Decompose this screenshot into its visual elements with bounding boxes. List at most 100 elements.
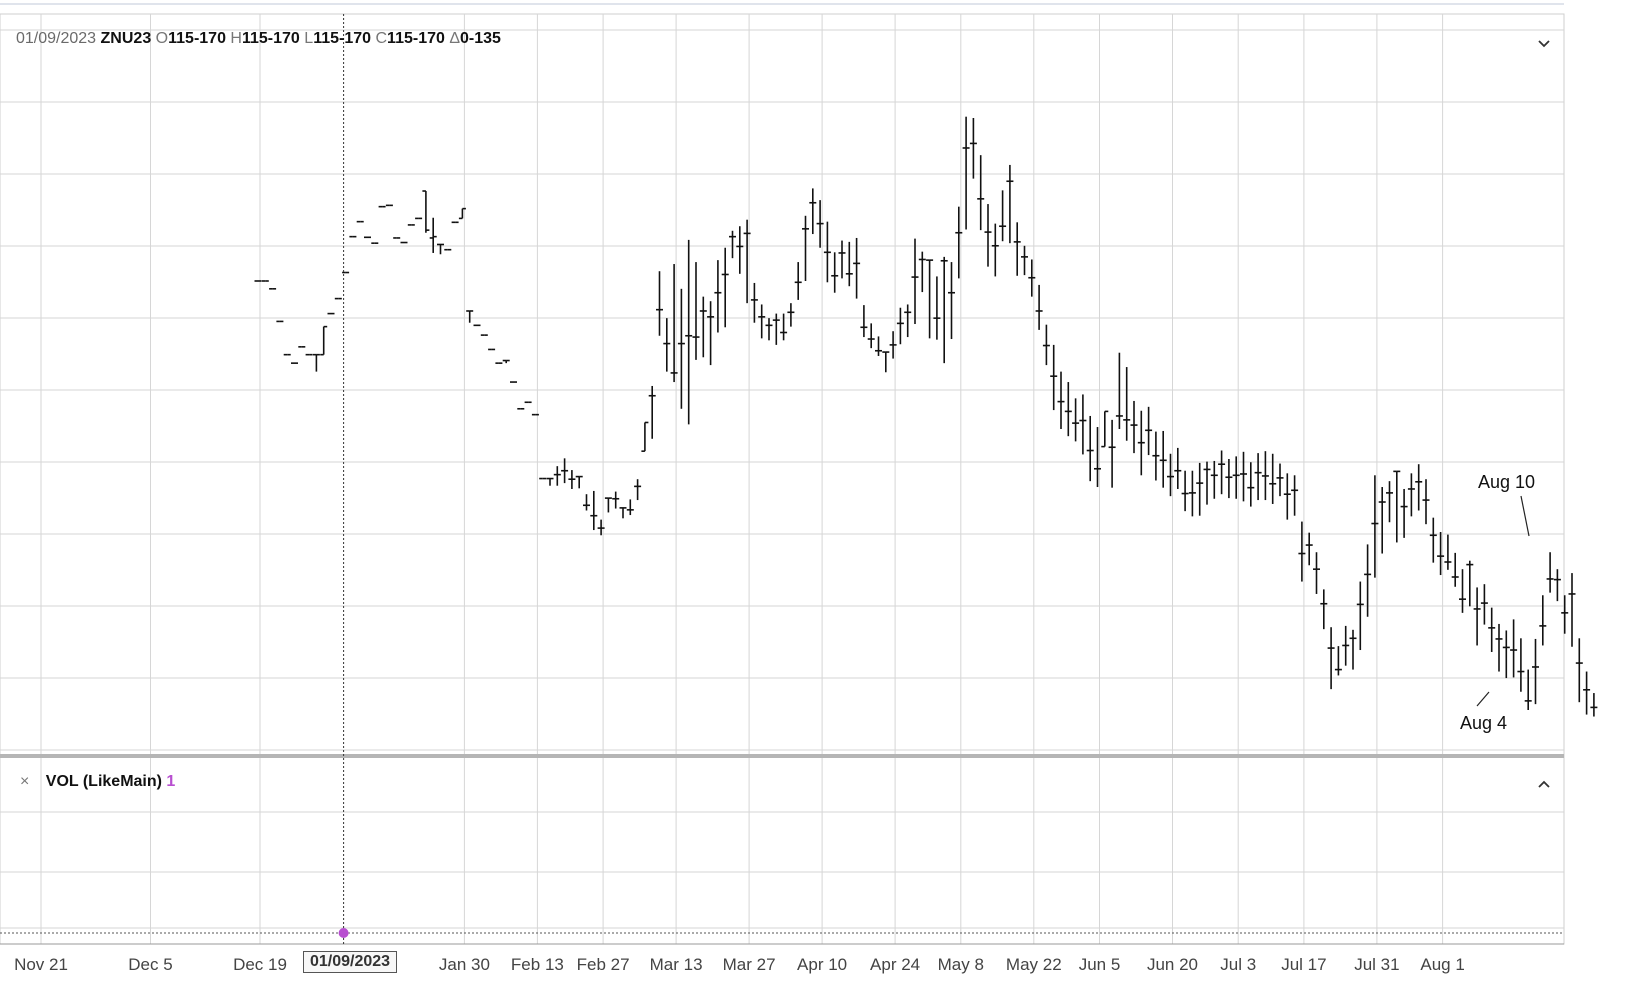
ohlc-bar: [553, 466, 561, 486]
ohlc-bar: [1218, 450, 1226, 495]
legend-high-label: H: [230, 30, 242, 47]
ohlc-bar: [1261, 451, 1269, 501]
x-tick-label: Apr 10: [797, 955, 847, 974]
ohlc-bar: [568, 470, 576, 489]
x-tick-label: Jan 30: [439, 955, 490, 974]
ohlc-bar: [1130, 400, 1138, 454]
ohlc-bar: [1079, 394, 1087, 455]
ohlc-bar: [1532, 638, 1539, 705]
legend-high-value: 115-170: [241, 30, 300, 47]
ohlc-bar: [984, 204, 992, 267]
x-tick-label: Apr 24: [870, 955, 920, 974]
legend-date: 01/09/2023: [16, 30, 97, 47]
ohlc-bar: [1364, 544, 1372, 617]
ohlc-bar: [1480, 584, 1488, 625]
ohlc-bar: [1159, 430, 1167, 488]
ohlc-bar: [1291, 475, 1299, 516]
ohlc-bar: [546, 477, 554, 486]
ohlc-bar: [780, 313, 788, 341]
ohlc-bar: [575, 475, 583, 489]
ohlc-bar: [1064, 382, 1072, 437]
ohlc-bar: [1553, 569, 1561, 602]
chevron-down-icon[interactable]: [1535, 34, 1553, 52]
ohlc-legend: 01/09/2023 ZNU23 O115-170 H115-170 L115-…: [16, 30, 501, 48]
crosshair: [0, 14, 1564, 944]
ohlc-bar: [809, 188, 817, 235]
x-tick-label: Jul 31: [1354, 955, 1399, 974]
legend-change-label: Δ: [449, 30, 461, 47]
ohlc-bar: [787, 303, 795, 327]
ohlc-bar: [1035, 284, 1043, 330]
legend-close-label: C: [375, 30, 388, 47]
ohlc-bar: [1028, 259, 1036, 297]
x-tick-label: Mar 13: [650, 955, 703, 974]
ohlc-bar: [1021, 245, 1028, 276]
x-tick-label: Feb 27: [577, 955, 630, 974]
ohlc-bar: [583, 494, 590, 511]
ohlc-bar: [1232, 456, 1240, 499]
ohlc-bar: [1167, 453, 1174, 497]
chevron-up-icon[interactable]: [1535, 775, 1553, 793]
x-tick-label: Jul 3: [1220, 955, 1256, 974]
ohlc-bar: [1524, 669, 1532, 711]
ohlc-bar: [729, 230, 736, 259]
price-bars: [254, 116, 1598, 717]
ohlc-bar: [1495, 623, 1503, 672]
ohlc-bar: [794, 262, 802, 300]
ohlc-bar: [772, 313, 780, 345]
ohlc-bar: [948, 262, 955, 340]
ohlc-bar: [1575, 638, 1583, 703]
plot-frame: [0, 13, 1565, 945]
ohlc-bar: [1313, 552, 1320, 594]
ohlc-bar: [597, 519, 605, 536]
ohlc-bar: [1510, 619, 1518, 678]
ohlc-bar: [1269, 453, 1277, 504]
ohlc-bar: [853, 237, 861, 299]
ohlc-bar: [918, 251, 926, 293]
ohlc-bar: [502, 359, 510, 364]
ohlc-bar: [692, 262, 700, 360]
ohlc-bar: [1415, 464, 1423, 511]
ohlc-bar: [1407, 473, 1415, 517]
ohlc-bar: [685, 239, 693, 425]
volume-period: 1: [166, 773, 176, 790]
ohlc-bar: [904, 304, 912, 338]
ohlc-bar: [1437, 532, 1445, 576]
ohlc-bar: [1115, 352, 1123, 429]
x-tick-label: May 8: [938, 955, 984, 974]
ohlc-bar: [1488, 607, 1496, 652]
ohlc-bar: [699, 296, 707, 358]
legend-change-value: 0-135: [460, 30, 501, 47]
ohlc-bar: [437, 243, 444, 255]
legend-open-label: O: [155, 30, 169, 47]
annotation-aug-4: Aug 4: [1460, 713, 1508, 733]
ohlc-bar: [663, 318, 671, 372]
ohlc-bar: [1517, 638, 1525, 692]
close-icon[interactable]: ×: [20, 773, 30, 790]
ohlc-bar: [1583, 671, 1591, 715]
volume-title: VOL (LikeMain): [45, 773, 162, 790]
ohlc-bar: [977, 155, 985, 231]
ohlc-bar: [1349, 629, 1357, 670]
ohlc-bar: [860, 305, 868, 338]
ohlc-bar: [1145, 406, 1153, 456]
ohlc-bar: [1334, 646, 1342, 676]
ohlc-bar: [962, 116, 970, 230]
legend-close-value: 115-170: [387, 30, 445, 47]
ohlc-bar: [999, 190, 1007, 242]
crosshair-date-label: 01/09/2023: [303, 951, 398, 973]
ohlc-bar: [422, 190, 430, 233]
ohlc-bar: [889, 331, 897, 359]
ohlc-bar: [1137, 410, 1145, 476]
ohlc-bar: [875, 336, 882, 356]
ohlc-bar: [1378, 487, 1386, 554]
ohlc-bar: [1561, 595, 1569, 634]
ohlc-bar: [1590, 693, 1598, 717]
x-tick-label: May 22: [1006, 955, 1062, 974]
x-tick-label: Nov 21: [14, 955, 68, 974]
annotation-pointer-aug-4: [1476, 691, 1490, 707]
ohlc-bar: [1502, 630, 1510, 679]
ohlc-bar: [1429, 517, 1437, 563]
ohlc-bar: [641, 421, 649, 452]
